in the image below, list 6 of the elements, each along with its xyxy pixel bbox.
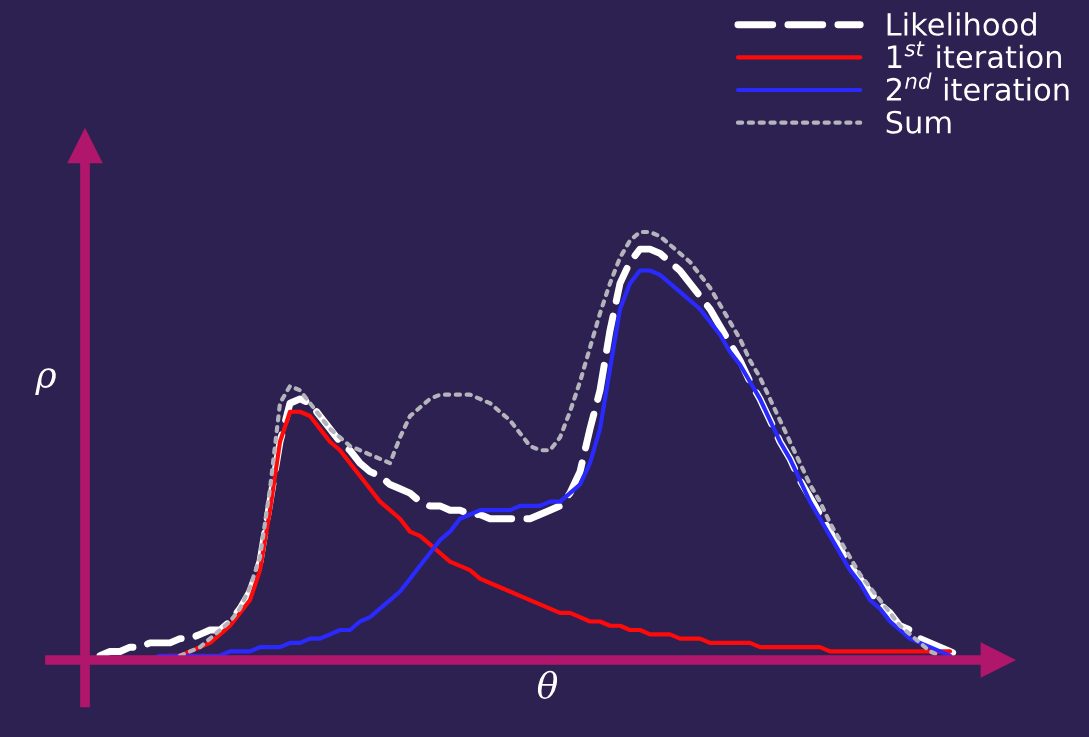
legend-label: Likelihood xyxy=(887,12,1036,36)
x-axis-title: θ xyxy=(537,670,558,699)
legend-label: Sum xyxy=(886,110,951,134)
y-axis-title: ρ xyxy=(35,368,56,395)
legend-label: 1$^{st}$ iteration xyxy=(887,41,1061,69)
legend-label: 2$^{nd}$ iteration xyxy=(886,72,1069,101)
